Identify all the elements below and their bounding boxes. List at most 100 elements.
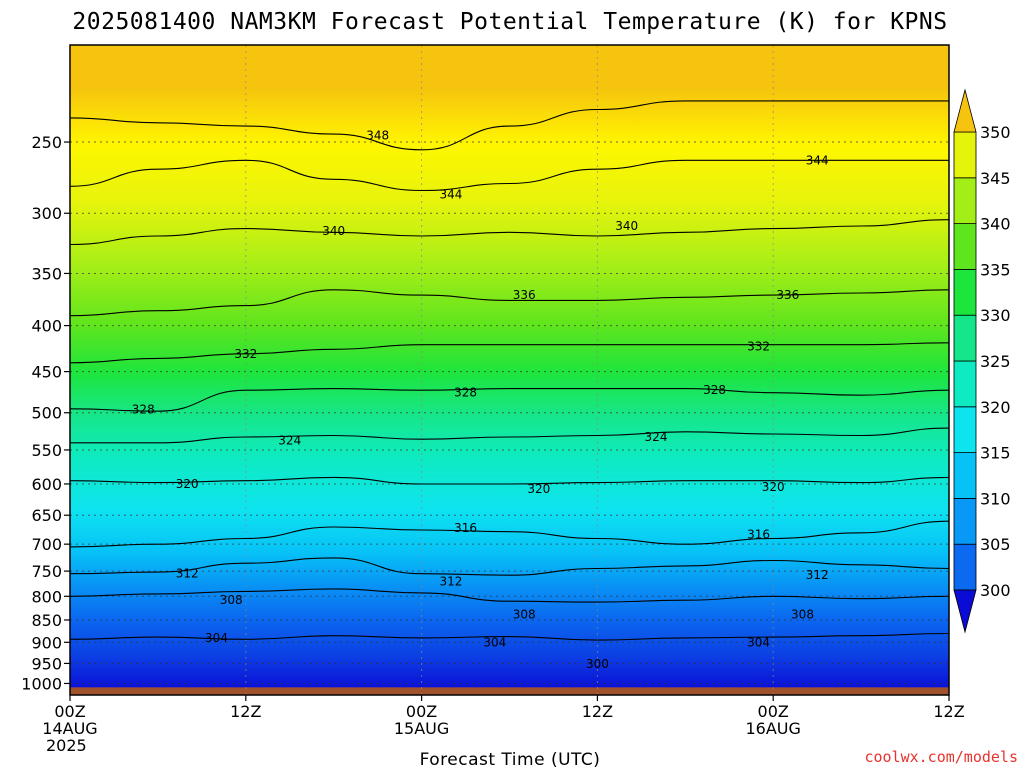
plot-area: 348 344 344 340 340 336 336 332 332 328 328 328 324 3… <box>70 45 949 695</box>
contour-label: 324 <box>645 430 668 444</box>
contour-line-348 <box>70 100 949 151</box>
y-tick-label: 250 <box>31 133 62 152</box>
y-tick-label: 950 <box>31 654 62 673</box>
contour-label: 336 <box>776 288 799 302</box>
chart-title: 2025081400 NAM3KM Forecast Potential Tem… <box>72 9 947 35</box>
colorbar-extend-bottom <box>953 589 977 634</box>
contour-line-320 <box>70 476 949 485</box>
contour-label: 308 <box>513 607 536 621</box>
contour-line-312 <box>70 557 949 576</box>
colorbar-band <box>953 406 977 453</box>
colorbar-band <box>953 314 977 362</box>
y-tick-label: 800 <box>31 587 62 606</box>
contour-label: 320 <box>176 477 199 491</box>
contour-label: 312 <box>439 574 462 588</box>
x-tick-label: 00Z <box>758 702 789 721</box>
contour-label: 328 <box>132 403 155 417</box>
colorbar-tick-label: 320 <box>980 398 1011 417</box>
colorbar-band <box>953 497 977 545</box>
credit-text: coolwx.com/models <box>864 748 1018 766</box>
contour-label: 300 <box>586 657 609 671</box>
contour-label: 316 <box>747 528 770 542</box>
contour-labels: 348 344 344 340 340 336 336 332 332 328 328 328 324 3… <box>132 129 829 672</box>
contour-line-304 <box>70 632 949 641</box>
y-tick-label: 900 <box>31 633 62 652</box>
colorbar-tick-label: 345 <box>980 169 1011 188</box>
plot-frame <box>69 44 950 696</box>
y-tick-label: 750 <box>31 562 62 581</box>
y-tick-label: 550 <box>31 441 62 460</box>
x-tick-label: 15AUG <box>394 719 449 738</box>
y-axis: 250 300 350 400 450 500 550 600 650 700 750 800 850 9… <box>21 133 70 693</box>
contour-label: 304 <box>205 631 228 645</box>
contour-line-328 <box>70 388 949 412</box>
contour-label: 312 <box>176 567 199 581</box>
x-tick-label: 00Z <box>54 702 85 721</box>
y-tick-label: 500 <box>31 404 62 423</box>
y-tick-label: 400 <box>31 317 62 336</box>
x-tick-label: 14AUG <box>42 719 97 738</box>
ground-surface <box>70 687 949 695</box>
colorbar-tick-label: 315 <box>980 444 1011 463</box>
contour-label: 324 <box>278 434 301 448</box>
x-tick-label: 16AUG <box>745 719 800 738</box>
contour-label: 308 <box>220 593 243 607</box>
y-tick-label: 350 <box>31 264 62 283</box>
contour-label: 328 <box>454 386 477 400</box>
contour-label: 304 <box>747 636 770 650</box>
colorbar-band <box>953 268 977 316</box>
x-tick-label: 2025 <box>46 736 87 755</box>
y-tick-label: 850 <box>31 611 62 630</box>
contour-label: 344 <box>806 153 829 167</box>
contour-line-336 <box>70 289 949 317</box>
contour-label: 344 <box>439 188 462 202</box>
colorbar-tick-label: 340 <box>980 215 1011 234</box>
contour-label: 316 <box>454 521 477 535</box>
x-tick-label: 00Z <box>406 702 437 721</box>
y-tick-label: 450 <box>31 363 62 382</box>
y-tick-label: 1000 <box>21 674 62 693</box>
colorbar-band <box>953 452 977 499</box>
theta-color-fill <box>70 45 949 695</box>
y-tick-label: 600 <box>31 475 62 494</box>
y-tick-label: 650 <box>31 506 62 525</box>
contour-label: 312 <box>806 568 829 582</box>
contour-label: 340 <box>322 224 345 238</box>
colorbar-tick-label: 330 <box>980 306 1011 325</box>
colorbar-tick-label: 350 <box>980 123 1011 142</box>
contour-label: 304 <box>483 636 506 650</box>
x-tick-label: 12Z <box>582 702 613 721</box>
contour-label: 320 <box>527 482 550 496</box>
contour-label: 328 <box>703 383 726 397</box>
contour-line-332 <box>70 342 949 364</box>
colorbar-tick-label: 335 <box>980 260 1011 279</box>
contour-line-340 <box>70 219 949 246</box>
colorbar-band <box>953 223 977 270</box>
x-tick-label: 12Z <box>933 702 964 721</box>
contour-line-324 <box>70 427 949 444</box>
colorbar-tick-label: 310 <box>980 489 1011 508</box>
colorbar-band <box>953 177 977 225</box>
colorbar: 300 305 310 315 320 325 330 335 340 345 350 <box>953 88 1011 634</box>
colorbar-band <box>953 131 977 179</box>
contour-label: 332 <box>747 340 770 354</box>
contour-lines <box>70 100 949 641</box>
contour-line-344 <box>70 159 949 192</box>
contour-label: 336 <box>513 288 536 302</box>
colorbar-tick-label: 305 <box>980 535 1011 554</box>
contour-label: 340 <box>615 219 638 233</box>
contour-label: 348 <box>366 129 389 143</box>
y-tick-label: 300 <box>31 204 62 223</box>
contour-label: 308 <box>791 607 814 621</box>
grid-lines <box>70 45 949 695</box>
colorbar-extend-top <box>953 88 977 133</box>
contour-line-316 <box>70 520 949 548</box>
y-tick-label: 700 <box>31 535 62 554</box>
contour-label: 320 <box>762 480 785 494</box>
colorbar-band <box>953 360 977 408</box>
colorbar-tick-label: 300 <box>980 581 1011 600</box>
colorbar-tick-label: 325 <box>980 352 1011 371</box>
x-tick-label: 12Z <box>230 702 261 721</box>
